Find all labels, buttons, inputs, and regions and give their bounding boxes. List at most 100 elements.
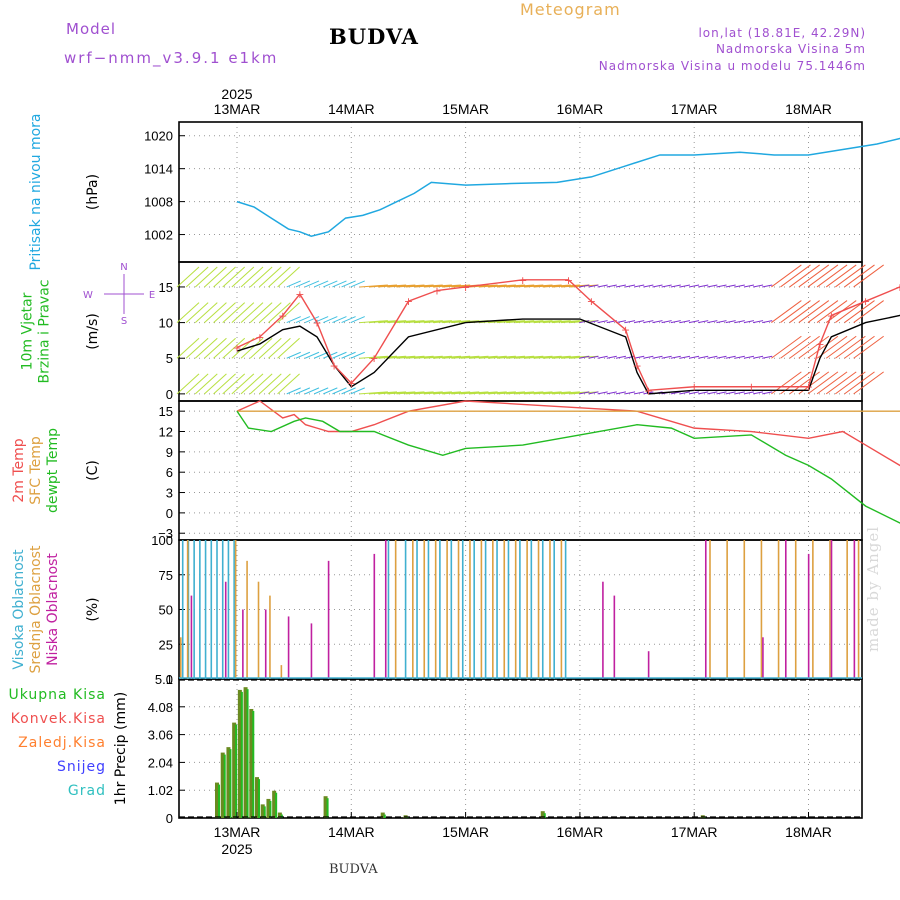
compass-e: E bbox=[149, 290, 155, 301]
clouds-title: Visoka Oblacnost bbox=[11, 549, 27, 670]
temperature-title: SFC Temp bbox=[28, 436, 44, 505]
wind-barb bbox=[387, 284, 416, 288]
wind-barb bbox=[835, 264, 866, 288]
wind-barb bbox=[597, 355, 608, 359]
wind-barb bbox=[323, 280, 338, 288]
wind-speed-line bbox=[236, 314, 900, 395]
wind-barb bbox=[688, 391, 700, 395]
y-tick-label: 4.08 bbox=[148, 700, 173, 715]
wind-barb bbox=[487, 355, 516, 359]
wind-barb bbox=[524, 355, 553, 359]
x-axis-bottom: 13MAR 14MAR 15MAR 16MAR 17MAR 18MAR 2025 bbox=[214, 812, 832, 857]
wind-barb bbox=[487, 320, 516, 324]
wind-barb bbox=[405, 284, 434, 288]
wind-barb bbox=[451, 391, 480, 395]
wind-barb bbox=[643, 355, 654, 359]
wind-barb bbox=[304, 351, 320, 359]
wind-barb bbox=[304, 316, 320, 324]
wind-barb bbox=[423, 320, 452, 324]
precip-bar bbox=[220, 752, 225, 818]
wind-barb bbox=[844, 264, 875, 288]
wind-barb bbox=[286, 351, 301, 359]
wind-barb bbox=[341, 387, 356, 395]
wind-barb bbox=[286, 280, 301, 288]
wind-barb bbox=[780, 300, 811, 323]
precip-bar bbox=[226, 747, 231, 818]
wind-barb bbox=[442, 284, 471, 288]
precip-bar-overlay bbox=[218, 784, 221, 818]
wind-barb bbox=[359, 355, 388, 359]
temperature-panel: −3 0 3 6 9 12 15 2m Temp SFC Temp dewpt Temp (C) bbox=[11, 400, 863, 541]
wind-barb bbox=[176, 337, 200, 359]
compass-s: S bbox=[121, 316, 127, 327]
precip-frame bbox=[178, 678, 863, 819]
wind-barb bbox=[332, 280, 347, 288]
y-tick-label: 15 bbox=[159, 404, 173, 419]
compass-w: W bbox=[83, 290, 93, 301]
precip-bar-overlay bbox=[703, 817, 706, 818]
wind-barb bbox=[561, 355, 590, 359]
wind-barb bbox=[624, 355, 636, 359]
wind-barb bbox=[533, 391, 562, 395]
temperature-line-2 bbox=[236, 410, 900, 524]
wind-barb bbox=[295, 351, 311, 359]
wind-barb bbox=[533, 320, 562, 324]
wind-barb bbox=[661, 355, 672, 359]
wind-barb bbox=[295, 387, 311, 395]
wind-barb bbox=[807, 300, 839, 323]
y-tick-label: 25 bbox=[159, 637, 173, 652]
wind-gust-point: + bbox=[827, 309, 836, 322]
wind-barb bbox=[432, 391, 462, 395]
wind-barb bbox=[378, 391, 407, 395]
precip-bar-overlay bbox=[258, 779, 261, 818]
wind-barb bbox=[670, 320, 681, 324]
precip-legend-entry: Snijeg bbox=[57, 759, 106, 775]
wind-barb bbox=[295, 280, 311, 288]
y-tick-label: −3 bbox=[158, 526, 173, 541]
wind-barbs bbox=[176, 264, 884, 395]
wind-barb bbox=[359, 284, 388, 288]
wind-barb bbox=[432, 320, 462, 324]
wind-barb bbox=[231, 302, 255, 323]
wind-barb bbox=[432, 284, 462, 288]
wind-barb bbox=[194, 302, 218, 323]
x-tick-label-top: 18MAR bbox=[785, 101, 832, 117]
x-tick-label-top: 16MAR bbox=[557, 101, 604, 117]
elevation: Nadmorska Visina 5m bbox=[715, 42, 866, 56]
wind-barb bbox=[176, 302, 200, 323]
wind-barb bbox=[405, 320, 434, 324]
precip-bar bbox=[249, 708, 254, 818]
wind-barb bbox=[515, 320, 544, 324]
coordinates: lon,lat (18.81E, 42.29N) bbox=[698, 26, 866, 40]
wind-barb bbox=[853, 335, 884, 359]
wind-barb bbox=[771, 335, 802, 359]
pressure-line bbox=[236, 137, 900, 237]
wind-barb bbox=[442, 355, 471, 359]
x-tick-label-bottom: 15MAR bbox=[442, 824, 489, 840]
precip-bar bbox=[255, 777, 260, 818]
wind-barb bbox=[652, 284, 663, 288]
wind-barb bbox=[643, 320, 654, 324]
wind-barb bbox=[240, 337, 264, 359]
wind-barb bbox=[762, 284, 773, 288]
wind-barb bbox=[222, 266, 246, 288]
x-tick-label-bottom: 14MAR bbox=[328, 824, 375, 840]
wind-barb bbox=[634, 284, 645, 288]
precip-bar-overlay bbox=[275, 792, 278, 818]
wind-barb bbox=[624, 320, 636, 324]
wind-barb bbox=[762, 320, 773, 324]
y-tick-label: 9 bbox=[166, 445, 173, 460]
x-tick-label-top: 14MAR bbox=[328, 101, 375, 117]
wind-barb bbox=[707, 284, 718, 288]
precip-bar bbox=[260, 804, 265, 818]
wind-barb bbox=[185, 266, 209, 288]
wind-barb bbox=[725, 320, 736, 324]
wind-barb bbox=[231, 373, 255, 395]
wind-barb bbox=[789, 264, 820, 288]
wind-barb bbox=[176, 266, 200, 288]
wind-barb bbox=[387, 391, 416, 395]
y-tick-label: 5 bbox=[166, 351, 173, 366]
wind-gust-point: + bbox=[461, 281, 470, 294]
wind-barb bbox=[194, 373, 218, 395]
wind-barb bbox=[679, 284, 691, 288]
